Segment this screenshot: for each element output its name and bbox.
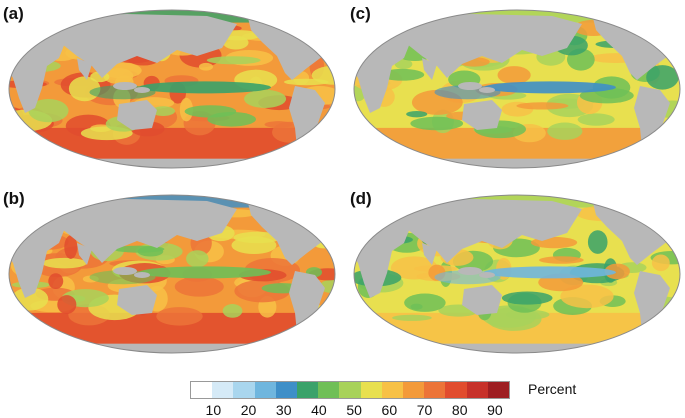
ocean-field xyxy=(9,10,335,168)
colorbar-swatch xyxy=(403,382,425,398)
land-masses xyxy=(9,14,335,168)
panel-label-d: (d) xyxy=(350,189,372,208)
colorbar-tick-label: 90 xyxy=(487,402,503,418)
colorbar-swatch xyxy=(381,382,404,398)
colorbar-tick-label: 10 xyxy=(205,402,222,418)
colorbar-tick-label: 20 xyxy=(240,402,257,418)
colorbar-tick-label: 50 xyxy=(346,402,362,418)
map-panel-c xyxy=(353,9,681,169)
colorbar-tick-label: 30 xyxy=(275,402,292,418)
panel-label-a: (a) xyxy=(3,4,24,23)
colorbar-swatch xyxy=(487,382,510,398)
colorbar-tick-label: 60 xyxy=(381,402,398,418)
colorbar-swatch xyxy=(424,382,446,398)
colorbar-swatch xyxy=(445,382,467,398)
colorbar-swatch xyxy=(191,382,213,398)
colorbar-swatch xyxy=(466,382,488,398)
ocean-field xyxy=(9,195,335,353)
colorbar-swatch xyxy=(297,382,319,398)
panel-label-b: (b) xyxy=(3,189,25,208)
colorbar-swatch xyxy=(275,382,298,398)
ocean-field xyxy=(354,10,680,168)
colorbar-tick-label: 70 xyxy=(416,402,433,418)
colorbar-unit-label: Percent xyxy=(528,381,577,397)
ocean-field xyxy=(354,195,680,353)
colorbar-tick-label: 40 xyxy=(311,402,327,418)
colorbar-tick-label: 80 xyxy=(451,402,468,418)
colorbar-swatch xyxy=(233,382,255,398)
colorbar-swatch xyxy=(339,382,361,398)
colorbar-swatch xyxy=(360,382,382,398)
colorbar-swatch xyxy=(318,382,340,398)
map-panel-a xyxy=(8,9,336,169)
map-panel-d xyxy=(353,194,681,354)
map-panel-b xyxy=(8,194,336,354)
colorbar xyxy=(190,381,510,399)
colorbar-swatch xyxy=(212,382,234,398)
panel-label-c: (c) xyxy=(350,4,371,23)
colorbar-swatch xyxy=(254,382,276,398)
